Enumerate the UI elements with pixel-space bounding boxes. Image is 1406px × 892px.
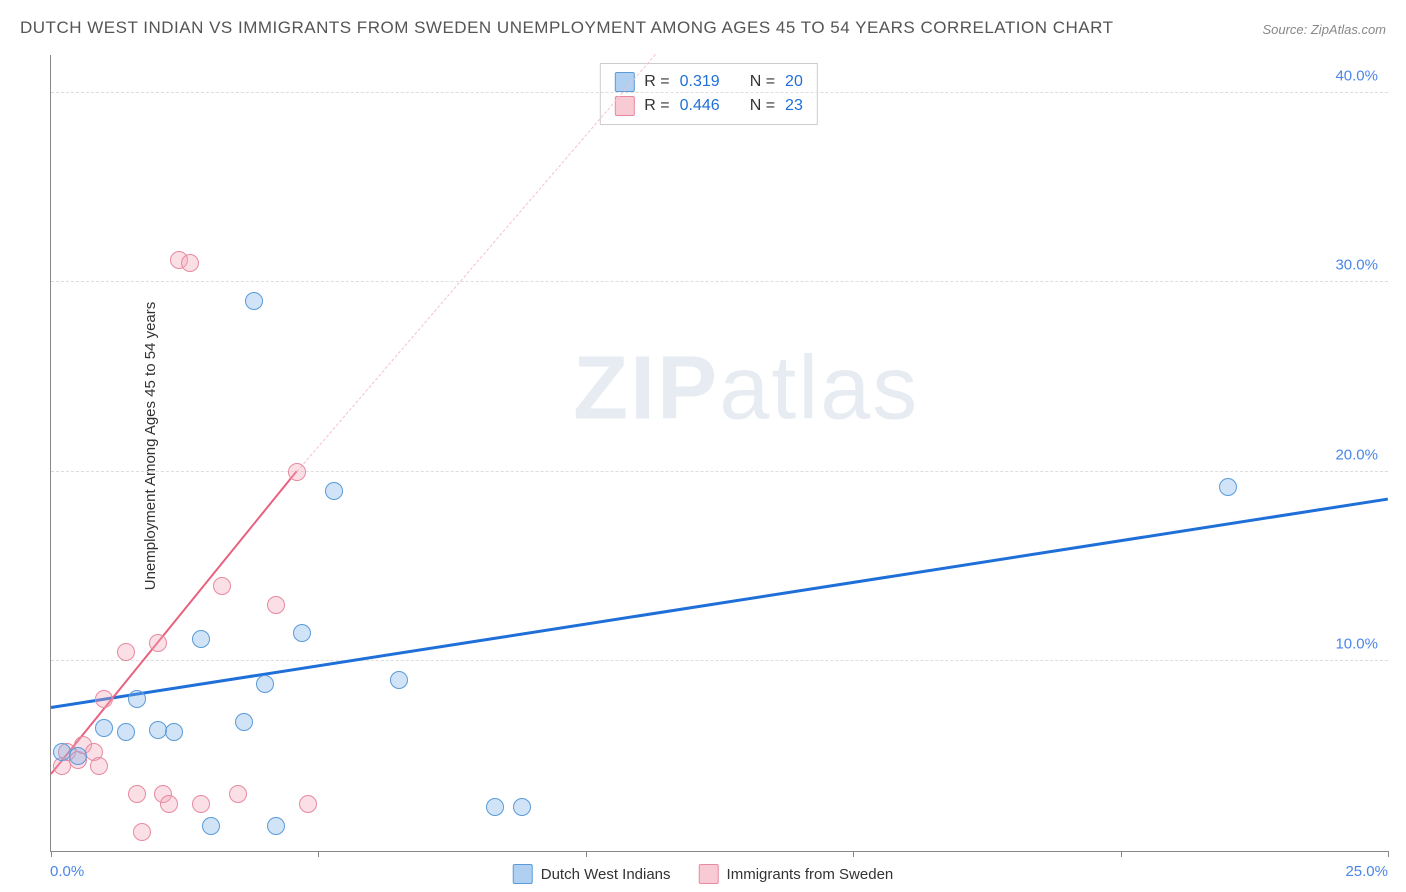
gridline bbox=[51, 92, 1388, 93]
data-point bbox=[90, 757, 108, 775]
data-point bbox=[69, 747, 87, 765]
data-point bbox=[149, 634, 167, 652]
legend-item: Dutch West Indians bbox=[513, 864, 671, 884]
data-point bbox=[1219, 478, 1237, 496]
legend-row: R = 0.319 N = 20 bbox=[614, 70, 803, 94]
trend-line bbox=[297, 54, 656, 472]
x-tick bbox=[1388, 851, 1389, 857]
data-point bbox=[390, 671, 408, 689]
r-label: R = bbox=[644, 70, 669, 94]
n-label: N = bbox=[750, 70, 775, 94]
data-point bbox=[53, 743, 71, 761]
data-point bbox=[229, 785, 247, 803]
x-tick bbox=[318, 851, 319, 857]
data-point bbox=[299, 795, 317, 813]
x-axis-max: 25.0% bbox=[1345, 863, 1388, 880]
data-point bbox=[486, 798, 504, 816]
trend-line bbox=[51, 497, 1388, 708]
r-value: 0.319 bbox=[680, 70, 720, 94]
legend-swatch bbox=[513, 864, 533, 884]
data-point bbox=[133, 823, 151, 841]
y-tick-label: 40.0% bbox=[1335, 67, 1378, 84]
data-point bbox=[95, 719, 113, 737]
data-point bbox=[160, 795, 178, 813]
data-point bbox=[325, 482, 343, 500]
watermark: ZIPatlas bbox=[573, 338, 919, 441]
x-tick bbox=[586, 851, 587, 857]
n-label: N = bbox=[750, 94, 775, 118]
data-point bbox=[245, 292, 263, 310]
legend-item: Immigrants from Sweden bbox=[699, 864, 894, 884]
r-label: R = bbox=[644, 94, 669, 118]
watermark-bold: ZIP bbox=[573, 339, 719, 439]
correlation-legend: R = 0.319 N = 20 R = 0.446 N = 23 bbox=[599, 63, 818, 125]
data-point bbox=[165, 723, 183, 741]
data-point bbox=[117, 643, 135, 661]
data-point bbox=[256, 675, 274, 693]
n-value: 20 bbox=[785, 70, 803, 94]
gridline bbox=[51, 471, 1388, 472]
legend-label: Dutch West Indians bbox=[541, 866, 671, 883]
data-point bbox=[267, 817, 285, 835]
data-point bbox=[513, 798, 531, 816]
data-point bbox=[95, 690, 113, 708]
legend-row: R = 0.446 N = 23 bbox=[614, 94, 803, 118]
chart-title: DUTCH WEST INDIAN VS IMMIGRANTS FROM SWE… bbox=[20, 18, 1113, 38]
x-tick bbox=[853, 851, 854, 857]
source-credit: Source: ZipAtlas.com bbox=[1262, 22, 1386, 37]
data-point bbox=[128, 690, 146, 708]
n-value: 23 bbox=[785, 94, 803, 118]
x-tick bbox=[1121, 851, 1122, 857]
legend-label: Immigrants from Sweden bbox=[727, 866, 894, 883]
x-axis-min: 0.0% bbox=[50, 863, 84, 880]
watermark-light: atlas bbox=[719, 339, 919, 439]
data-point bbox=[288, 463, 306, 481]
data-point bbox=[293, 624, 311, 642]
data-point bbox=[192, 795, 210, 813]
data-point bbox=[213, 577, 231, 595]
series-legend: Dutch West Indians Immigrants from Sweden bbox=[513, 864, 894, 884]
x-tick bbox=[51, 851, 52, 857]
scatter-chart: ZIPatlas R = 0.319 N = 20 R = 0.446 N = 23 10.0… bbox=[50, 55, 1388, 852]
r-value: 0.446 bbox=[680, 94, 720, 118]
gridline bbox=[51, 281, 1388, 282]
y-tick-label: 10.0% bbox=[1335, 636, 1378, 653]
y-tick-label: 30.0% bbox=[1335, 257, 1378, 274]
gridline bbox=[51, 660, 1388, 661]
y-tick-label: 20.0% bbox=[1335, 446, 1378, 463]
data-point bbox=[128, 785, 146, 803]
legend-swatch bbox=[699, 864, 719, 884]
data-point bbox=[117, 723, 135, 741]
data-point bbox=[181, 254, 199, 272]
data-point bbox=[267, 596, 285, 614]
data-point bbox=[235, 713, 253, 731]
data-point bbox=[192, 630, 210, 648]
data-point bbox=[202, 817, 220, 835]
